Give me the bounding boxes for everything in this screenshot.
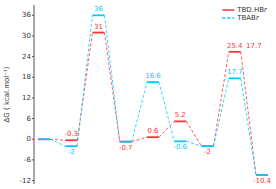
y-tick	[32, 118, 34, 119]
data-label: -10.4	[253, 177, 272, 185]
connector	[159, 121, 174, 137]
legend: TBD.HBrTBABr	[222, 6, 267, 22]
y-tick-label: 12	[22, 94, 31, 102]
energy-level	[147, 81, 159, 83]
connector	[241, 52, 256, 175]
y-tick-label: 36	[22, 11, 31, 19]
y-tick	[32, 77, 34, 78]
annotation: 17.7	[246, 42, 262, 50]
energy-level	[202, 145, 214, 147]
energy-level	[147, 136, 159, 138]
y-tick-label: 30	[22, 32, 31, 40]
y-tick-label: 0	[27, 135, 31, 143]
connector	[213, 52, 228, 146]
energy-level	[256, 174, 268, 176]
legend-label: TBABr	[236, 14, 259, 22]
y-tick	[32, 139, 34, 140]
connector	[77, 15, 92, 146]
energy-level	[65, 145, 77, 147]
energy-level	[38, 138, 50, 140]
connector	[213, 78, 228, 146]
y-tick	[32, 180, 34, 181]
y-tick-label: 6	[27, 115, 32, 123]
plot-area	[38, 15, 268, 175]
y-tick	[32, 56, 34, 57]
data-label: -0.6	[173, 143, 187, 151]
y-tick	[32, 159, 34, 160]
data-label: 17.7	[227, 68, 243, 76]
energy-level	[93, 14, 105, 16]
connector	[132, 82, 147, 142]
energy-level	[93, 32, 105, 34]
connector	[50, 139, 65, 146]
y-tick	[32, 15, 34, 16]
connector	[186, 121, 201, 146]
data-label: -0.3	[64, 130, 78, 138]
y-tick	[32, 35, 34, 36]
energy-level	[229, 51, 241, 53]
data-label: 25.4	[227, 42, 243, 50]
data-label: 16.6	[145, 72, 161, 80]
data-label: -0.7	[119, 144, 133, 152]
y-tick	[32, 97, 34, 98]
energy-level	[229, 77, 241, 79]
data-label: 0.6	[147, 127, 159, 135]
connector	[241, 78, 256, 175]
energy-level	[65, 139, 77, 141]
connector	[186, 141, 201, 146]
y-axis	[34, 5, 35, 184]
legend-label: TBD.HBr	[236, 6, 267, 14]
energy-level	[120, 141, 132, 143]
chart: -12 -6 0 6 12 18 24 30 36 ΔG ( kcal.mol⁻¹) -0.3 -2 3…	[0, 0, 276, 189]
energy-level	[256, 174, 268, 176]
y-tick-label: 24	[22, 53, 31, 61]
legend-swatch	[222, 17, 234, 19]
connector	[104, 15, 119, 141]
energy-level	[120, 141, 132, 143]
data-label: -2	[68, 148, 75, 156]
connector	[159, 82, 174, 141]
data-label: 36	[94, 5, 103, 13]
y-axis-label: ΔG ( kcal.mol⁻¹)	[3, 66, 11, 122]
y-tick-label: 18	[22, 73, 31, 81]
data-label: 31	[94, 23, 103, 31]
y-tick-label: -6	[24, 156, 32, 164]
energy-level	[174, 120, 186, 122]
data-label: 5.2	[175, 111, 186, 119]
y-tick-label: -12	[20, 177, 31, 185]
connector	[132, 137, 147, 141]
data-label: -2	[204, 148, 211, 156]
legend-swatch	[222, 9, 234, 11]
energy-level	[202, 145, 214, 147]
energy-level	[174, 140, 186, 142]
energy-level	[38, 138, 50, 140]
